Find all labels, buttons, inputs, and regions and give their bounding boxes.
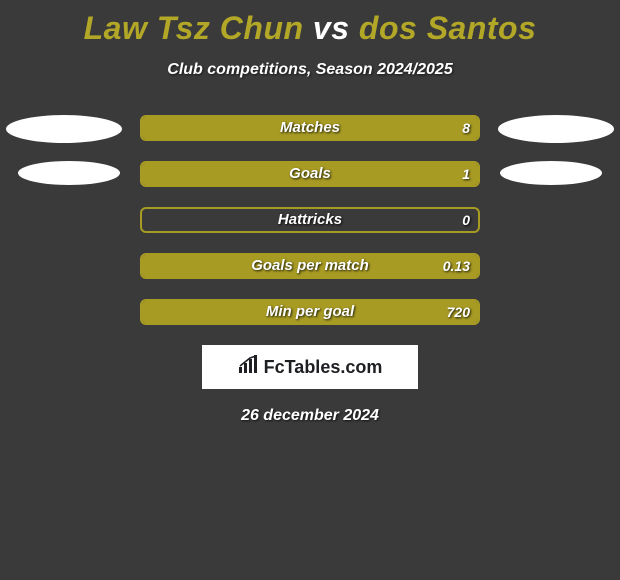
stat-label: Min per goal: [140, 299, 480, 325]
stat-row: Hattricks0: [0, 207, 620, 233]
comparison-chart: Matches8Goals1Hattricks0Goals per match0…: [0, 115, 620, 325]
stat-value-right: 0: [462, 207, 470, 233]
stat-value-right: 8: [462, 115, 470, 141]
stat-label: Matches: [140, 115, 480, 141]
stat-value-right: 1: [462, 161, 470, 187]
title-player1: Law Tsz Chun: [84, 10, 304, 46]
title-vs: vs: [313, 10, 350, 46]
stat-label: Goals per match: [140, 253, 480, 279]
stat-row: Min per goal720: [0, 299, 620, 325]
stat-row: Goals per match0.13: [0, 253, 620, 279]
brand-box: FcTables.com: [202, 345, 418, 389]
stat-label: Goals: [140, 161, 480, 187]
stat-value-right: 0.13: [443, 253, 470, 279]
date-label: 26 december 2024: [0, 407, 620, 425]
subtitle: Club competitions, Season 2024/2025: [0, 61, 620, 79]
brand-name: FcTables.com: [264, 357, 383, 378]
stat-value-right: 720: [447, 299, 470, 325]
stat-row: Matches8: [0, 115, 620, 141]
stat-label: Hattricks: [140, 207, 480, 233]
stat-row: Goals1: [0, 161, 620, 187]
page-title: Law Tsz Chun vs dos Santos: [0, 0, 620, 47]
chart-icon: [238, 355, 260, 380]
title-player2: dos Santos: [359, 10, 536, 46]
